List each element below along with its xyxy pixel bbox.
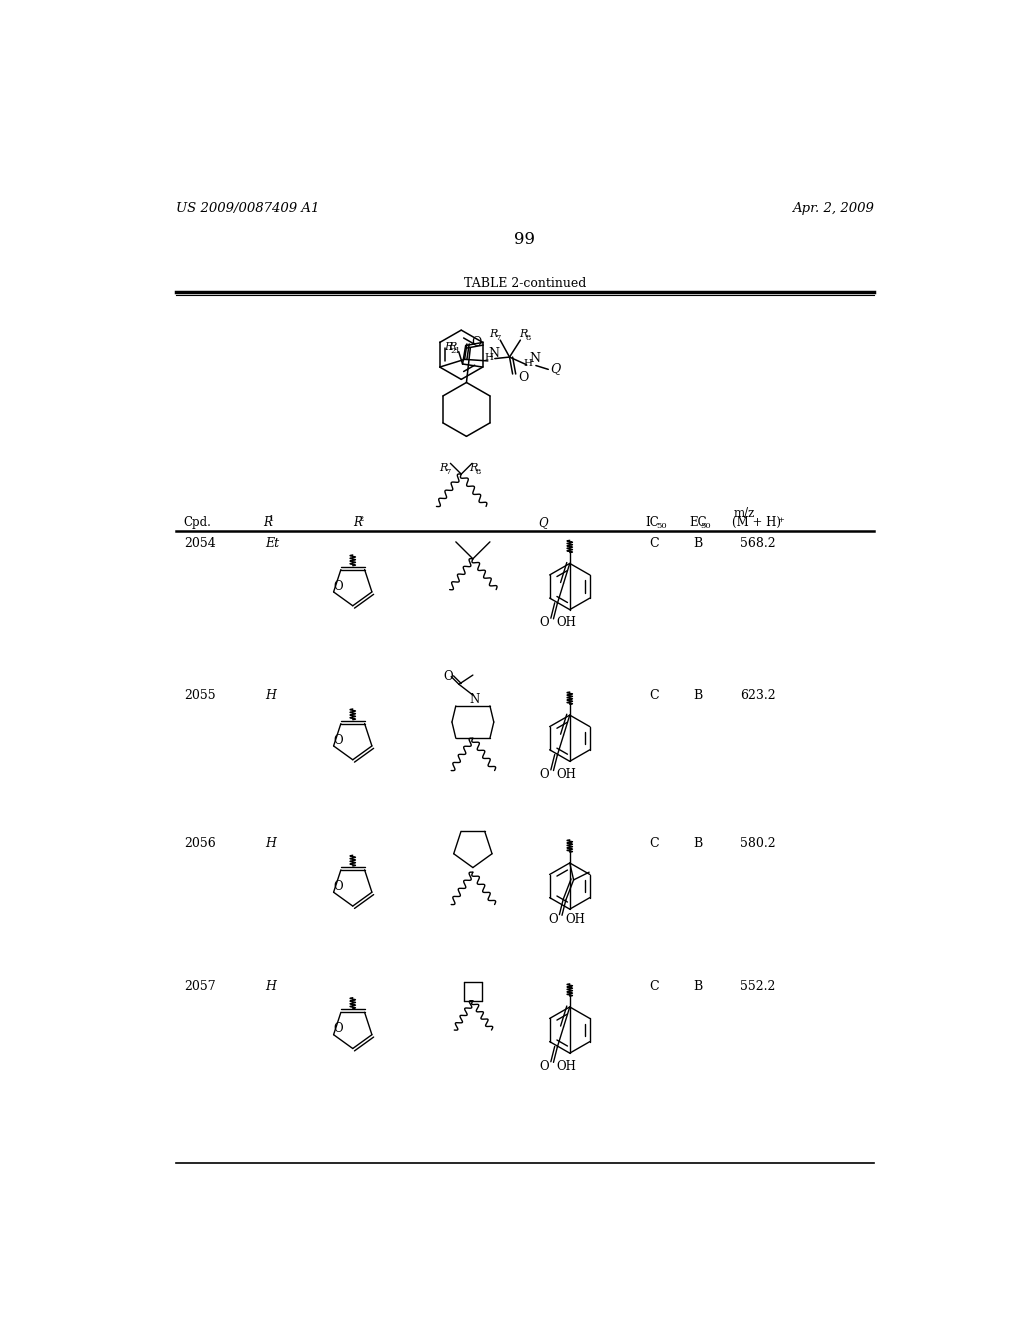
Text: H: H <box>265 979 276 993</box>
Text: 2055: 2055 <box>183 689 215 702</box>
Text: N: N <box>529 352 541 366</box>
Text: 8: 8 <box>525 334 531 342</box>
Text: O: O <box>540 1060 549 1073</box>
Text: OH: OH <box>557 1060 577 1073</box>
Text: O: O <box>518 371 528 384</box>
Text: 623.2: 623.2 <box>740 689 776 702</box>
Text: 2054: 2054 <box>183 537 215 550</box>
Text: R: R <box>449 342 457 352</box>
Text: m/z: m/z <box>734 507 756 520</box>
Text: O: O <box>443 671 453 684</box>
Text: O: O <box>334 880 343 892</box>
Text: +: + <box>776 516 783 524</box>
Text: R: R <box>469 463 477 473</box>
Text: (M + H): (M + H) <box>732 516 781 529</box>
Text: US 2009/0087409 A1: US 2009/0087409 A1 <box>176 202 319 215</box>
Text: Cpd.: Cpd. <box>183 516 212 529</box>
Text: TABLE 2-continued: TABLE 2-continued <box>464 277 586 289</box>
Text: EC: EC <box>689 516 707 529</box>
Text: 50: 50 <box>700 523 711 531</box>
Text: C: C <box>649 537 658 550</box>
Text: O: O <box>471 335 482 348</box>
Text: OH: OH <box>565 912 585 925</box>
Text: R: R <box>352 516 361 529</box>
Text: N: N <box>470 693 480 706</box>
Text: R: R <box>444 342 453 352</box>
Text: 8: 8 <box>475 467 480 475</box>
Text: H: H <box>484 354 494 362</box>
Text: O: O <box>334 1023 343 1035</box>
Text: N: N <box>488 347 500 360</box>
Text: Q: Q <box>539 516 549 529</box>
Text: 7: 7 <box>496 334 501 342</box>
Text: B: B <box>693 689 703 702</box>
Text: O: O <box>540 616 549 630</box>
Text: 50: 50 <box>656 523 668 531</box>
Text: R: R <box>489 329 498 339</box>
Text: C: C <box>649 689 658 702</box>
Text: 2057: 2057 <box>183 979 215 993</box>
Text: 1: 1 <box>269 515 274 523</box>
Text: O: O <box>540 768 549 781</box>
Text: B: B <box>693 537 703 550</box>
Text: H: H <box>265 837 276 850</box>
Text: OH: OH <box>557 616 577 630</box>
Text: 552.2: 552.2 <box>740 979 775 993</box>
Text: B: B <box>693 979 703 993</box>
Text: IC: IC <box>646 516 659 529</box>
Text: B: B <box>693 837 703 850</box>
Text: 2056: 2056 <box>183 837 215 850</box>
Text: OH: OH <box>557 768 577 781</box>
Text: 568.2: 568.2 <box>740 537 776 550</box>
Text: O: O <box>548 912 558 925</box>
Text: 1: 1 <box>455 347 460 355</box>
Text: 580.2: 580.2 <box>740 837 776 850</box>
Text: O: O <box>334 734 343 747</box>
Text: H: H <box>265 689 276 702</box>
Text: H: H <box>523 359 532 368</box>
Text: 2: 2 <box>358 515 364 523</box>
Text: Q: Q <box>551 362 561 375</box>
Text: R: R <box>519 329 528 339</box>
Text: Et: Et <box>265 537 280 550</box>
Text: R: R <box>263 516 272 529</box>
Text: 99: 99 <box>514 231 536 248</box>
Text: C: C <box>649 837 658 850</box>
Text: 7: 7 <box>445 467 452 475</box>
Text: Apr. 2, 2009: Apr. 2, 2009 <box>792 202 873 215</box>
Text: 2: 2 <box>451 347 456 355</box>
Text: R: R <box>439 463 447 473</box>
Text: C: C <box>649 979 658 993</box>
Text: O: O <box>334 579 343 593</box>
